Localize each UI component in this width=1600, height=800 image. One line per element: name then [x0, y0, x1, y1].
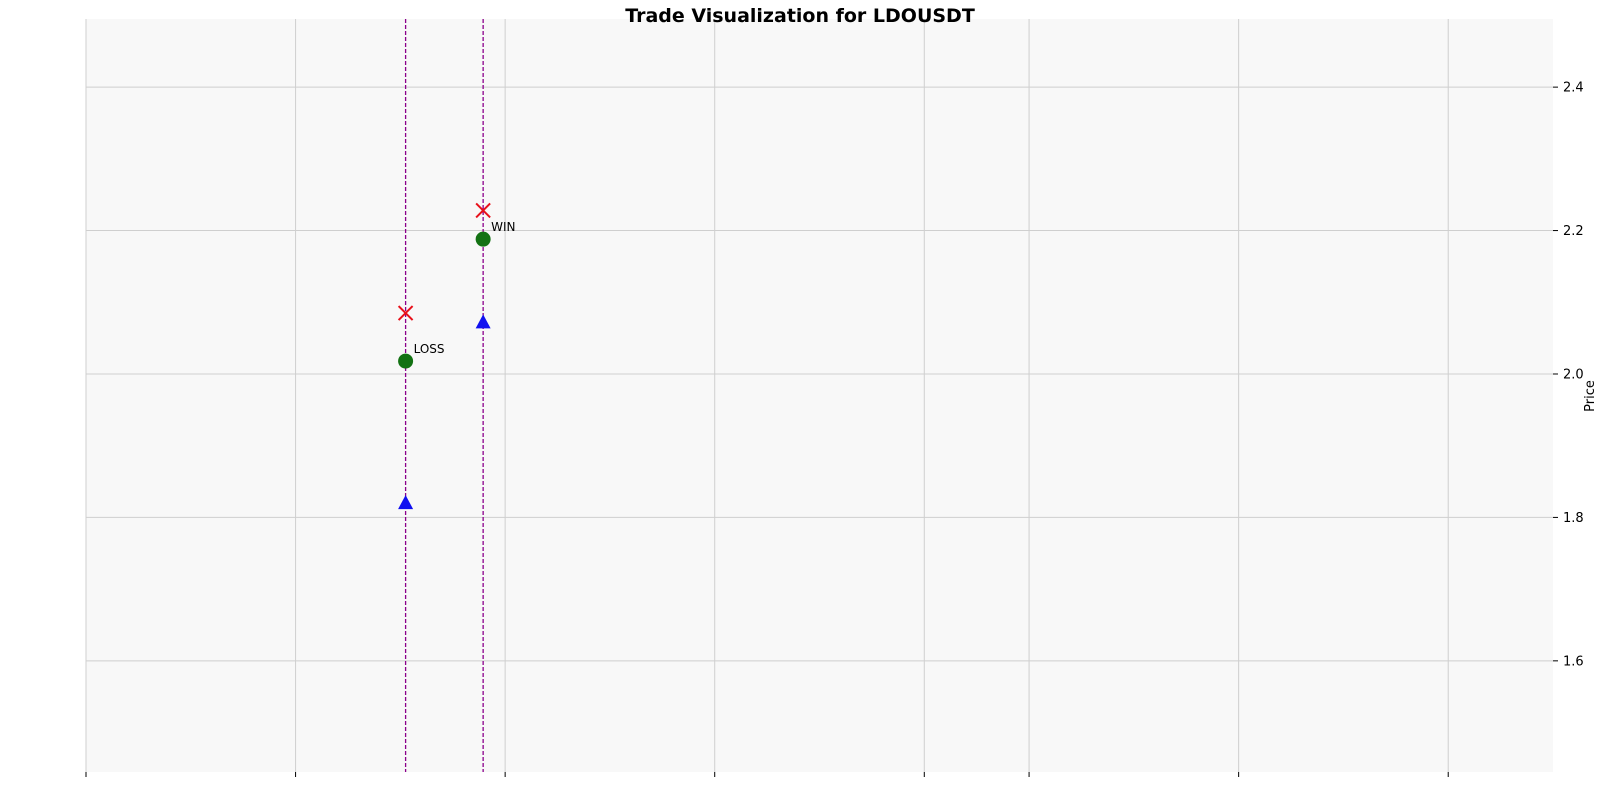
markers: [397, 202, 491, 510]
y-tick-label: 2.4: [1563, 81, 1584, 96]
y-tick-label: 2.2: [1563, 224, 1584, 239]
trade-result-label: WIN: [491, 220, 515, 234]
y-axis-ticks: 1.6 1.8 2.0 2.2 2.4: [1553, 81, 1584, 669]
plot-background: [86, 19, 1553, 772]
trade-lines: [404, 19, 484, 772]
y-tick-label: 2.0: [1563, 367, 1584, 382]
chart-title: Trade Visualization for LDOUSDT: [625, 5, 975, 27]
stop-marker: [398, 495, 414, 510]
grid: [85, 19, 1553, 772]
target-marker: [397, 305, 414, 321]
entry-marker: [398, 353, 414, 369]
trade-result-label: LOSS: [414, 342, 445, 356]
y-tick-label: 1.6: [1563, 654, 1584, 669]
entry-marker: [475, 231, 491, 247]
target-marker: [475, 202, 491, 219]
y-tick-label: 1.8: [1563, 511, 1584, 526]
annotations: LOSS WIN: [414, 220, 516, 356]
x-axis-ticks: [85, 772, 1449, 777]
y-axis-label: Price: [1583, 380, 1598, 412]
stop-marker: [475, 314, 491, 329]
